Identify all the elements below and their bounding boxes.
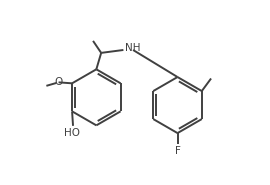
Text: NH: NH (125, 43, 140, 53)
Text: F: F (175, 146, 181, 156)
Text: HO: HO (64, 128, 80, 138)
Text: O: O (55, 77, 63, 87)
